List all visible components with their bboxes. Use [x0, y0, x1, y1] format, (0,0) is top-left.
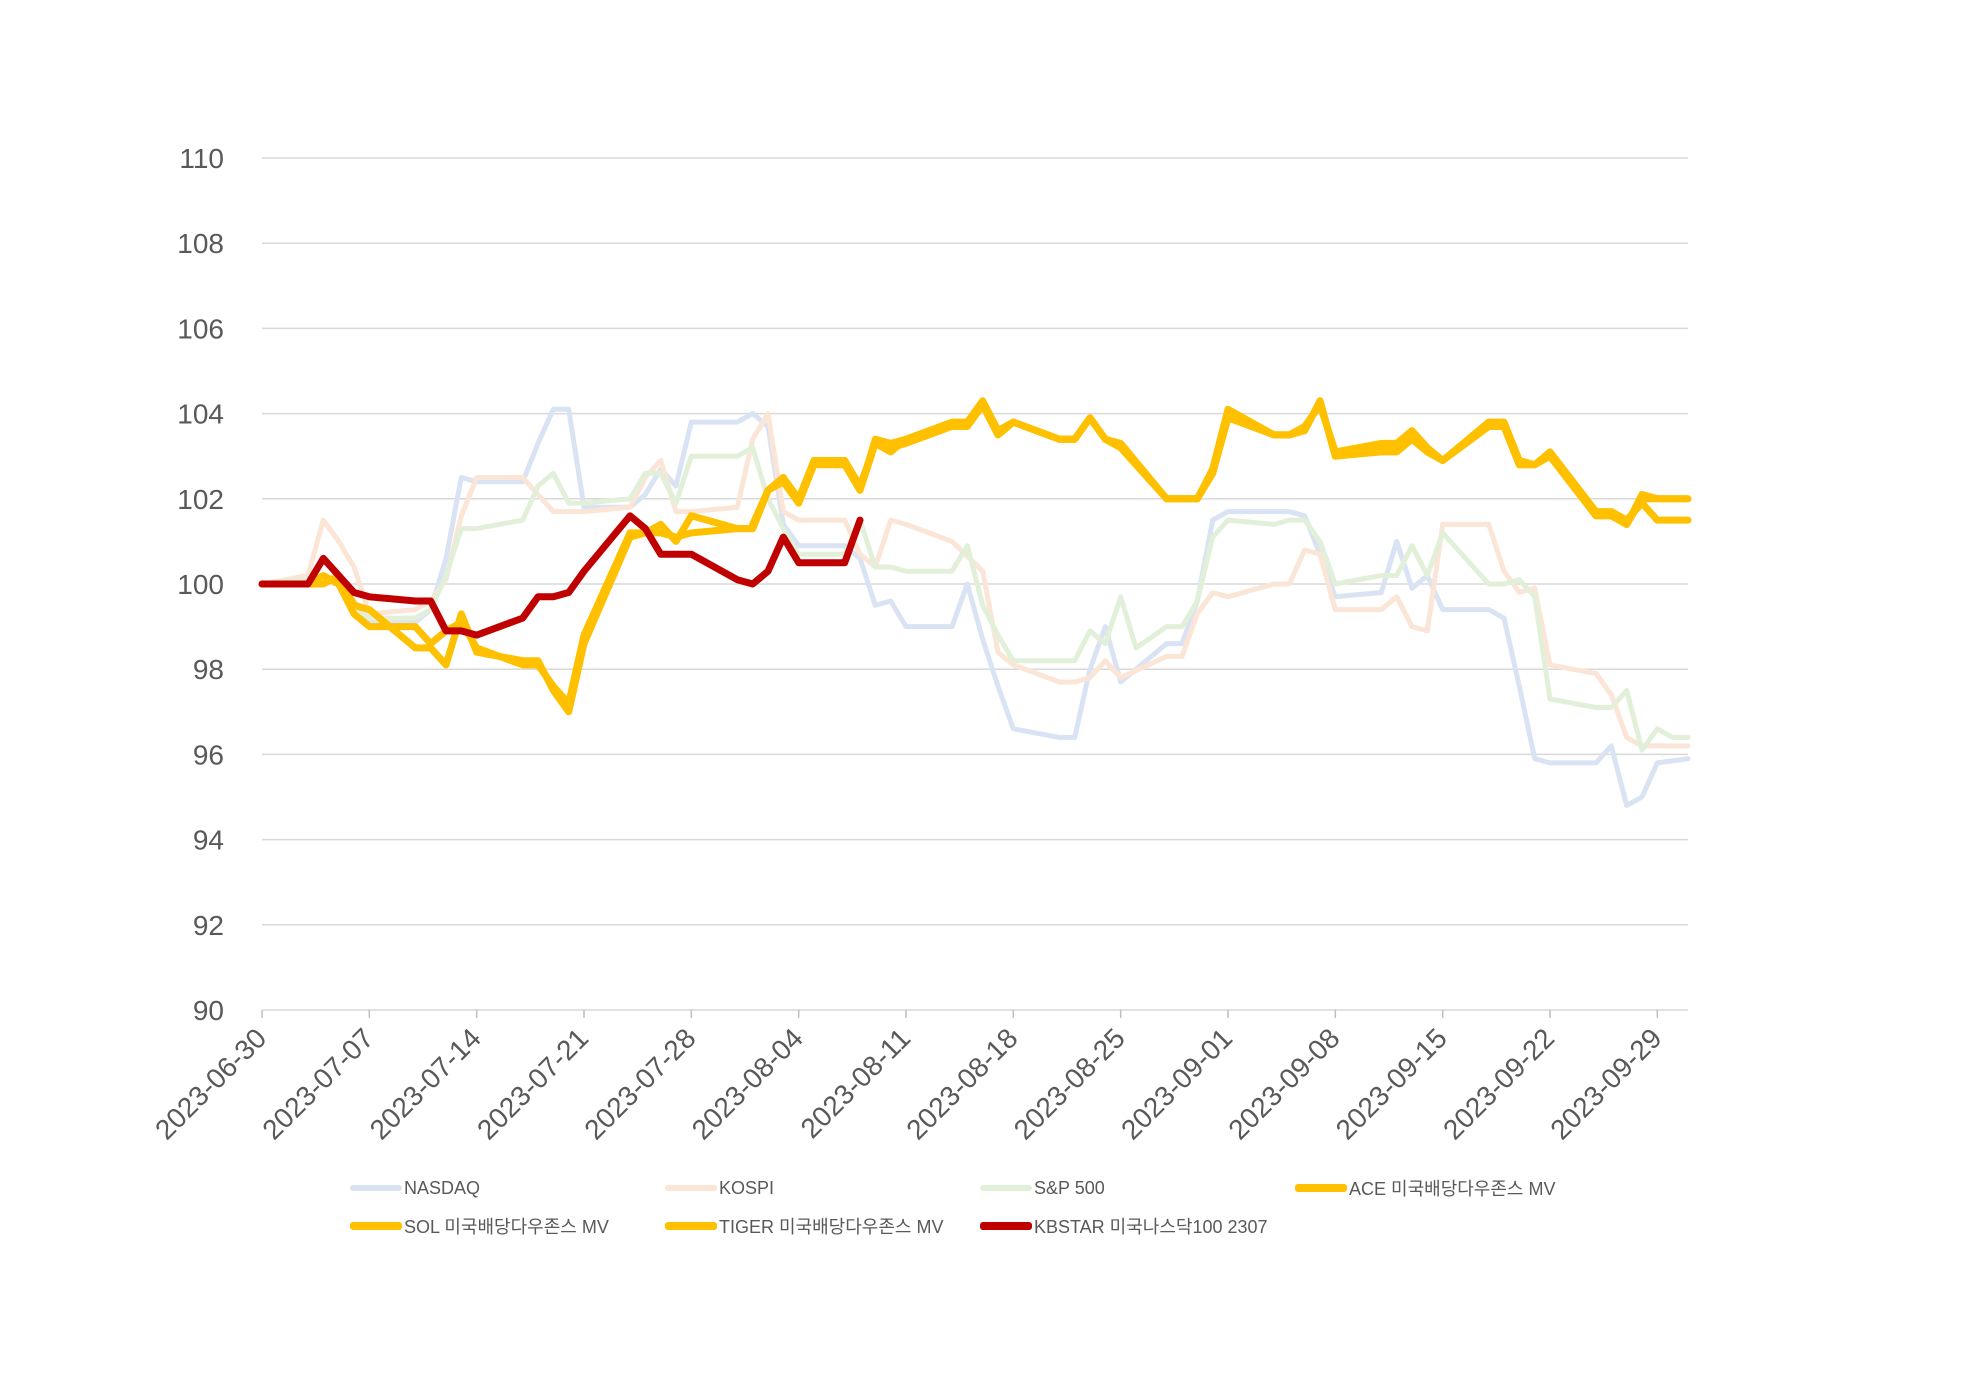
legend: NASDAQ KOSPI S&P 500 ACE 미국배당다우존스 MV SOL 미국배… [350, 1170, 1650, 1260]
x-tick-label: 2023-09-22 [1437, 1022, 1560, 1145]
series-line-3 [749, 397, 1692, 528]
y-axis: 110 108 106 104 102 100 98 96 94 92 90 [177, 143, 224, 1026]
legend-label: KBSTAR 미국나스닥100 2307 [1034, 1217, 1268, 1237]
legend-label: SOL 미국배당다우존스 MV [404, 1217, 609, 1237]
y-tick-label: 110 [179, 143, 224, 174]
series-line-5 [258, 397, 1692, 707]
legend-swatch [350, 1185, 402, 1191]
y-tick-label: 96 [193, 739, 224, 770]
y-tick-label: 102 [177, 484, 224, 515]
x-tick-label: 2023-06-30 [149, 1022, 272, 1145]
series-line-2 [259, 445, 1691, 753]
legend-swatch [665, 1185, 717, 1191]
legend-item: SOL 미국배당다우존스 MV [350, 1208, 609, 1244]
y-tick-label: 106 [177, 313, 224, 344]
x-tick-label: 2023-09-29 [1544, 1022, 1667, 1145]
x-tick-label: 2023-07-14 [364, 1022, 487, 1145]
legend-label: TIGER 미국배당다우존스 MV [719, 1217, 944, 1237]
series-lines [258, 397, 1692, 808]
x-tick-label: 2023-09-08 [1222, 1022, 1345, 1145]
series-line-1 [259, 411, 1691, 749]
legend-item: KOSPI [665, 1170, 774, 1206]
y-tick-label: 94 [193, 825, 224, 856]
legend-label: KOSPI [719, 1177, 775, 1198]
series-line-6 [258, 512, 864, 639]
legend-item: ACE 미국배당다우존스 MV [1295, 1170, 1556, 1206]
x-tick-label: 2023-07-07 [256, 1022, 379, 1145]
legend-swatch [1295, 1184, 1347, 1192]
x-axis: 2023-06-302023-07-072023-07-142023-07-21… [149, 1010, 1668, 1146]
x-tick-label: 2023-09-01 [1115, 1022, 1238, 1145]
legend-swatch [350, 1222, 402, 1230]
legend-swatch [980, 1222, 1032, 1230]
legend-label: ACE 미국배당다우존스 MV [1349, 1179, 1556, 1199]
legend-item: TIGER 미국배당다우존스 MV [665, 1208, 943, 1244]
legend-swatch [980, 1185, 1032, 1191]
series-line-4 [258, 397, 1692, 716]
legend-item: KBSTAR 미국나스닥100 2307 [980, 1208, 1268, 1244]
y-tick-label: 92 [193, 910, 224, 941]
y-tick-label: 90 [193, 995, 224, 1026]
legend-label: NASDAQ [404, 1177, 481, 1198]
x-tick-label: 2023-08-25 [1008, 1022, 1131, 1145]
x-tick-label: 2023-08-04 [686, 1022, 809, 1145]
y-tick-label: 98 [193, 654, 224, 685]
x-tick-label: 2023-08-18 [900, 1022, 1023, 1145]
x-tick-label: 2023-07-28 [578, 1022, 701, 1145]
y-tick-label: 104 [177, 399, 224, 430]
legend-label: S&P 500 [1034, 1177, 1105, 1198]
y-tick-label: 100 [177, 569, 224, 600]
series-line-0 [259, 406, 1691, 808]
y-tick-label: 108 [177, 228, 224, 259]
legend-item: NASDAQ [350, 1170, 480, 1206]
legend-swatch [665, 1222, 717, 1230]
x-tick-label: 2023-08-11 [795, 1022, 917, 1144]
legend-item: S&P 500 [980, 1170, 1105, 1206]
x-tick-label: 2023-07-21 [471, 1022, 594, 1145]
x-tick-label: 2023-09-15 [1330, 1022, 1453, 1145]
